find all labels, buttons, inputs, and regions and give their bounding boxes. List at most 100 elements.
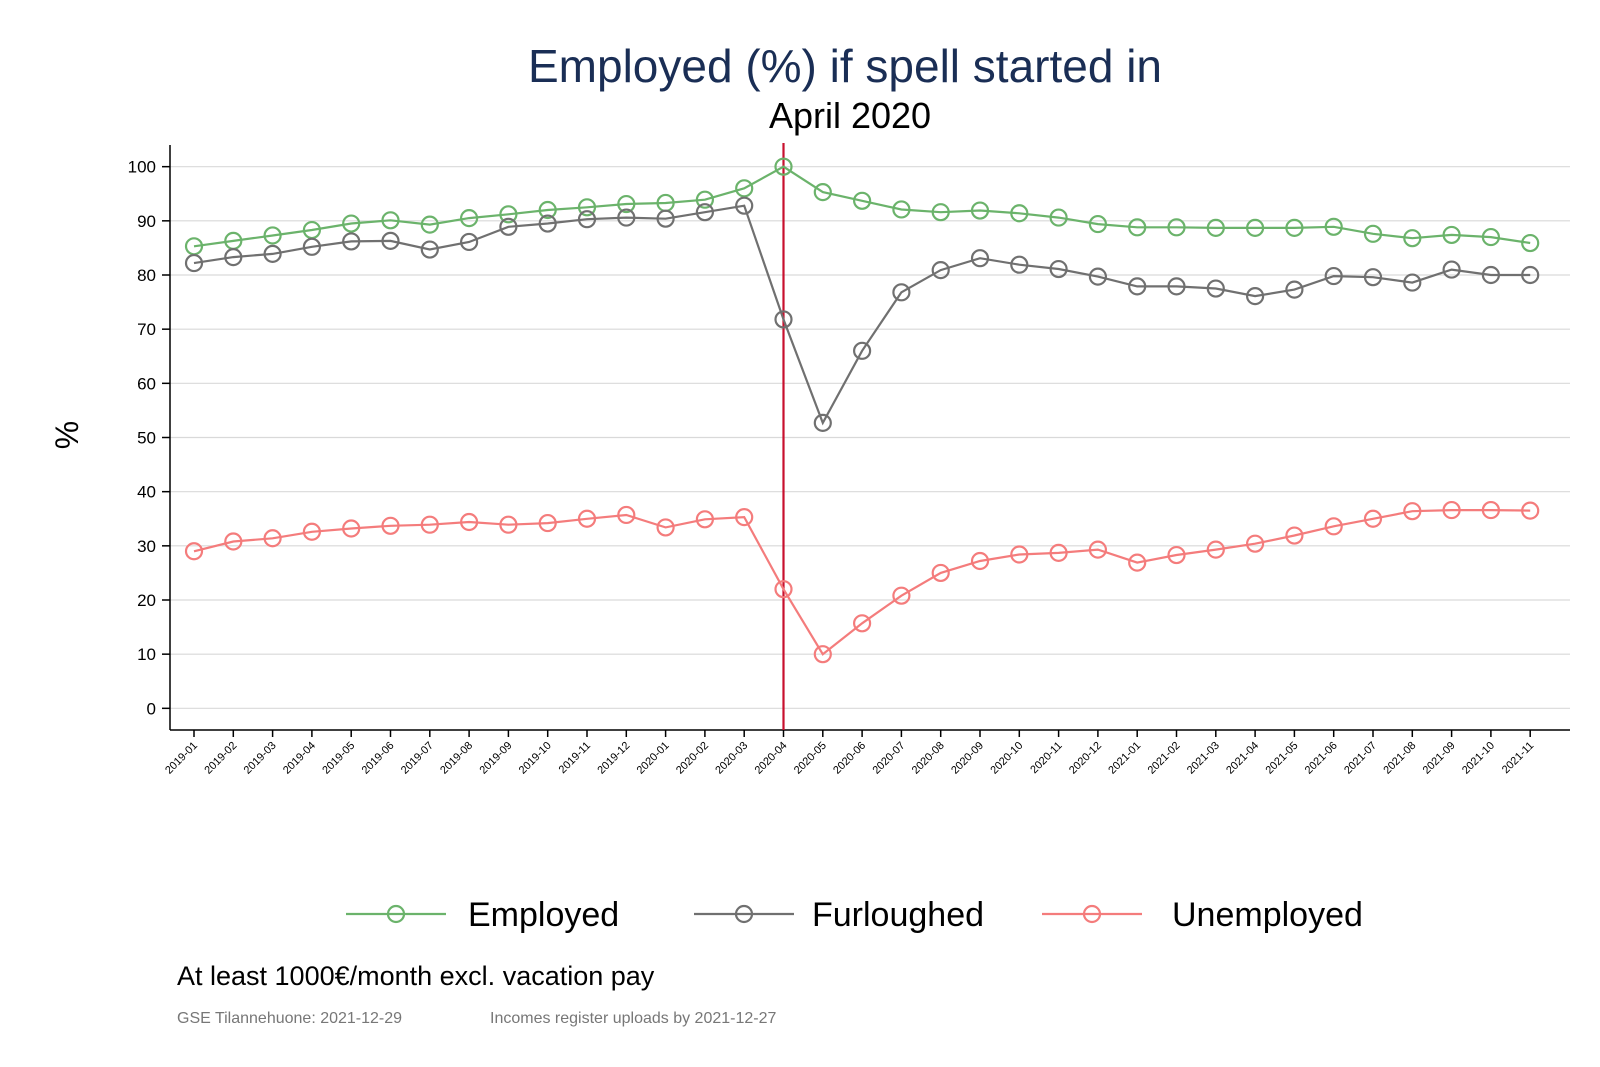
uploads-note: Incomes register uploads by 2021-12-27 — [490, 1010, 776, 1027]
data-point-employed — [1167, 218, 1186, 237]
data-point-unemployed — [184, 542, 204, 561]
series-line-furloughed — [193, 204, 1531, 426]
x-tick-label: 2021-01 — [1106, 740, 1143, 777]
x-tick-label: 2020-07 — [870, 740, 907, 777]
data-point-unemployed — [892, 586, 911, 605]
legend-marker — [386, 904, 406, 924]
x-tick-label: 2020-09 — [949, 740, 986, 777]
data-point-employed — [1285, 218, 1304, 237]
data-point-employed — [420, 215, 439, 234]
data-point-furloughed — [1442, 260, 1461, 279]
data-point-unemployed — [656, 518, 675, 537]
data-point-unemployed — [970, 551, 990, 571]
x-tick-label: 2020-12 — [1067, 740, 1104, 777]
legend-item-unemployed: Unemployed — [1042, 896, 1363, 934]
y-tick-label: 40 — [137, 483, 156, 502]
data-point-furloughed — [342, 232, 361, 251]
data-point-employed — [1206, 218, 1225, 237]
data-point-unemployed — [1167, 545, 1186, 565]
x-tick-label: 2020-01 — [635, 740, 672, 777]
chart-title: Employed (%) if spell started in — [528, 40, 1162, 92]
data-point-furloughed — [695, 203, 715, 222]
data-point-unemployed — [538, 513, 557, 533]
data-point-furloughed — [263, 244, 282, 263]
data-point-employed — [892, 200, 911, 219]
legend-item-furloughed: Furloughed — [694, 896, 984, 934]
data-point-furloughed — [813, 413, 832, 432]
x-tick-label: 2021-09 — [1421, 740, 1458, 777]
data-point-unemployed — [224, 532, 243, 551]
data-point-employed — [342, 214, 361, 233]
data-point-furloughed — [1324, 266, 1343, 286]
data-point-furloughed — [892, 283, 911, 302]
data-point-employed — [695, 190, 715, 209]
data-point-furloughed — [1206, 279, 1225, 298]
x-tick-label: 2021-07 — [1342, 740, 1379, 777]
data-point-employed — [1521, 233, 1540, 253]
data-point-unemployed — [931, 563, 950, 583]
y-tick-label: 100 — [128, 158, 156, 177]
data-point-employed — [931, 203, 950, 222]
x-tick-label: 2019-02 — [202, 740, 239, 777]
data-point-employed — [1403, 229, 1422, 248]
data-point-unemployed — [774, 580, 793, 599]
data-point-furloughed — [931, 261, 950, 280]
data-point-furloughed — [577, 210, 597, 229]
data-point-unemployed — [460, 512, 479, 532]
x-tick-label: 2020-08 — [910, 740, 947, 777]
data-point-furloughed — [1010, 255, 1029, 274]
x-tick-label: 2020-06 — [831, 740, 868, 777]
x-tick-label: 2021-06 — [1303, 740, 1340, 777]
x-tick-label: 2021-10 — [1460, 740, 1497, 777]
data-point-employed — [1363, 224, 1383, 243]
data-point-furloughed — [970, 249, 990, 268]
data-point-unemployed — [695, 510, 715, 529]
gridlines — [170, 166, 1570, 709]
y-axis-label: % — [49, 421, 85, 449]
data-point-unemployed — [1049, 543, 1068, 562]
data-point-furloughed — [1363, 268, 1383, 287]
data-point-unemployed — [617, 505, 636, 525]
x-tick-label: 2019-07 — [399, 740, 436, 777]
x-tick-label: 2019-06 — [360, 740, 397, 777]
data-point-furloughed — [538, 214, 557, 233]
series-line-employed — [193, 165, 1531, 248]
y-tick-label: 60 — [137, 374, 156, 393]
data-point-unemployed — [1088, 540, 1108, 559]
data-point-furloughed — [184, 253, 204, 273]
data-point-employed — [381, 211, 400, 230]
data-point-unemployed — [381, 516, 400, 535]
legend-label: Furloughed — [812, 896, 984, 934]
data-point-furloughed — [420, 240, 439, 259]
x-tick-label: 2020-05 — [792, 740, 829, 777]
data-point-unemployed — [342, 519, 361, 538]
x-tick-label: 2019-04 — [281, 740, 318, 777]
data-point-unemployed — [852, 614, 872, 633]
chart-subtitle: April 2020 — [769, 95, 931, 136]
data-point-employed — [263, 226, 282, 245]
x-tick-label: 2020-04 — [753, 740, 790, 777]
legend-label: Unemployed — [1172, 896, 1363, 934]
x-tick-label: 2020-11 — [1028, 740, 1064, 776]
legend-item-employed: Employed — [346, 896, 619, 934]
y-tick-label: 50 — [137, 429, 156, 448]
legend-marker — [1082, 904, 1102, 924]
x-tick-label: 2019-11 — [557, 740, 593, 776]
y-tick-label: 20 — [137, 591, 156, 610]
series-layer — [184, 157, 1540, 664]
x-tick-label: 2021-05 — [1263, 740, 1300, 777]
data-point-unemployed — [1285, 526, 1304, 545]
data-point-employed — [1324, 217, 1343, 236]
data-point-employed — [617, 194, 636, 214]
x-tick-label: 2020-10 — [988, 740, 1025, 777]
data-point-unemployed — [1442, 500, 1461, 520]
data-point-furloughed — [302, 237, 321, 256]
data-point-furloughed — [1088, 267, 1108, 286]
data-point-employed — [1481, 227, 1501, 247]
data-point-unemployed — [499, 515, 518, 534]
data-point-furloughed — [1481, 265, 1501, 285]
data-point-furloughed — [774, 310, 793, 329]
x-tick-label: 2021-04 — [1224, 740, 1261, 777]
data-point-unemployed — [1481, 500, 1501, 520]
